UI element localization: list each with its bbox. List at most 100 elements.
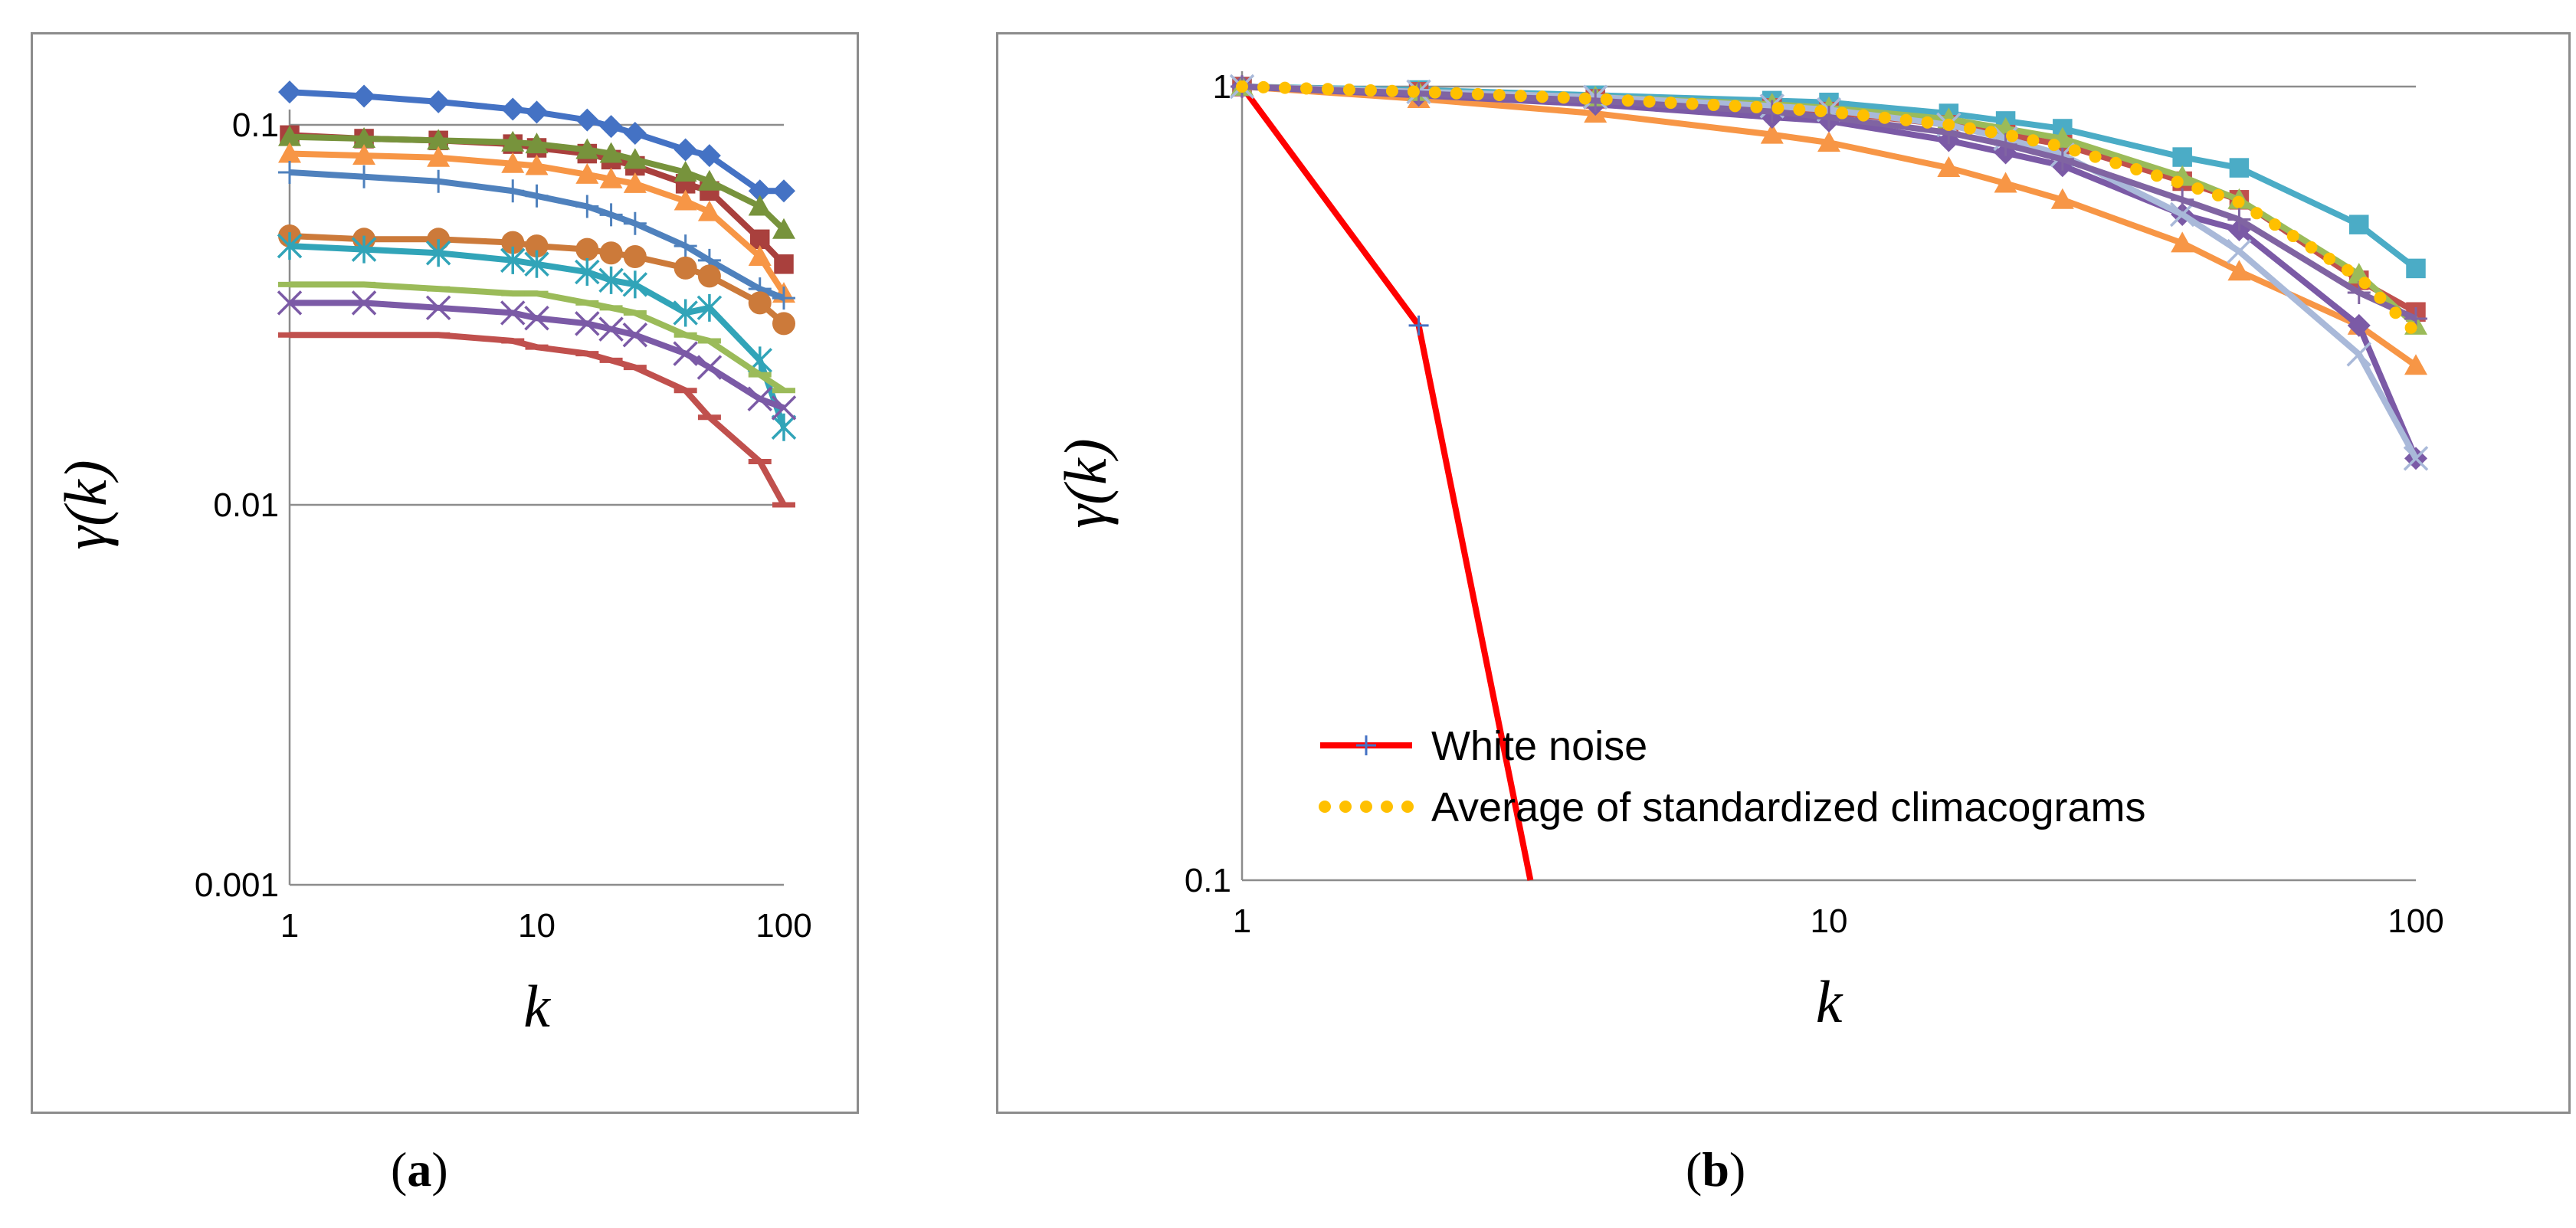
legend-dot-average — [1319, 801, 1331, 813]
data-point-s6 — [623, 245, 647, 269]
data-point-s3 — [599, 142, 623, 163]
data-point-s7 — [1994, 133, 2017, 156]
data-point-s1 — [772, 179, 795, 203]
caption-a: (a) — [391, 1141, 448, 1198]
data-point-s9 — [747, 386, 772, 411]
data-point-s7 — [425, 239, 451, 267]
data-point-s1 — [2349, 214, 2369, 234]
data-point-s4 — [501, 152, 525, 173]
data-point-s5 — [772, 287, 795, 310]
data-point-s9 — [598, 316, 624, 342]
gridlines — [290, 123, 784, 506]
x-tick-label-100: 100 — [2388, 902, 2443, 940]
y-tick-label-0.01: 0.01 — [213, 486, 279, 524]
series-s6 — [278, 224, 795, 336]
data-point-s5 — [575, 195, 599, 218]
caption-a-letter: a — [407, 1142, 432, 1197]
data-point-s3 — [352, 126, 376, 148]
series-s10 — [278, 332, 795, 508]
data-point-s6 — [2169, 201, 2195, 228]
legend-dot-average — [1360, 801, 1372, 813]
data-point-s1 — [673, 138, 697, 162]
series-white-noise — [1239, 84, 1534, 881]
series-s8 — [278, 281, 795, 394]
x-tick-label-10: 10 — [1811, 902, 1848, 940]
data-point-s3 — [623, 148, 647, 169]
caption-b-letter: b — [1702, 1142, 1729, 1197]
series-average — [1236, 80, 2422, 339]
data-point-s1 — [2406, 258, 2426, 279]
data-point-s6 — [525, 234, 549, 258]
data-point-s9 — [351, 290, 377, 316]
caption-a-open: ( — [391, 1142, 408, 1197]
x-tick-label-1: 1 — [1233, 902, 1251, 940]
data-point-s3 — [1817, 131, 1840, 152]
data-point-s5 — [599, 203, 623, 227]
data-point-s4 — [697, 200, 721, 221]
y-tick-label-0.1: 0.1 — [232, 106, 279, 144]
data-point-s5 — [278, 160, 301, 184]
series-line-s9 — [290, 300, 785, 411]
data-point-s6 — [748, 291, 772, 315]
data-point-s1 — [2172, 147, 2192, 167]
data-point-s6 — [2346, 342, 2372, 367]
data-point-s6 — [697, 264, 721, 288]
data-point-s3 — [697, 169, 721, 191]
data-point-s1 — [278, 80, 301, 104]
data-point-s4 — [599, 167, 623, 188]
data-point-s3 — [1760, 123, 1784, 144]
caption-b-close: ) — [1729, 1142, 1746, 1197]
data-point-s4 — [623, 172, 647, 193]
data-point-s3 — [525, 133, 549, 154]
series-s5 — [278, 160, 795, 310]
data-point-s7 — [1817, 105, 1840, 129]
data-point-s3 — [278, 125, 301, 146]
series-line-average — [1236, 80, 2422, 339]
data-point-s1 — [501, 97, 525, 121]
data-point-s7 — [500, 246, 526, 274]
legend: White noise Average of standardized clima… — [1319, 723, 2145, 830]
x-tick-label-1: 1 — [280, 907, 299, 945]
data-point-s3 — [2171, 231, 2194, 253]
data-point-s7 — [575, 258, 600, 287]
data-point-s3 — [772, 218, 795, 239]
data-point-s9 — [425, 295, 451, 321]
data-point-s9 — [673, 341, 698, 366]
data-point-s7 — [673, 299, 698, 327]
data-point-s7 — [598, 266, 624, 294]
series-s7 — [277, 232, 797, 441]
data-point-s1 — [599, 115, 623, 139]
data-point-s4 — [352, 144, 376, 165]
data-point-s4 — [2347, 313, 2371, 337]
y-tick-label-0.1: 0.1 — [1185, 862, 1231, 899]
y-axis-label: γ(k) — [52, 460, 119, 549]
series-s9 — [277, 290, 797, 421]
data-point-s6 — [2227, 238, 2252, 264]
data-point-s9 — [696, 355, 723, 380]
data-point-s4 — [748, 245, 772, 267]
y-tick-label-1: 1 — [1213, 68, 1231, 106]
data-point-s7 — [524, 250, 549, 278]
data-point-s6 — [575, 237, 599, 261]
y-axis-label: γ(k) — [1052, 438, 1119, 528]
data-point-s3 — [427, 129, 451, 150]
data-point-s6 — [772, 312, 795, 336]
legend-dot-average — [1381, 801, 1393, 813]
x-axis-label: k — [1816, 968, 1844, 1035]
panel-b: 0.1 1 1 10 100 k γ(k) White noise Average of sta… — [996, 32, 2571, 1114]
data-point-s5 — [427, 169, 451, 193]
data-point-s9 — [277, 290, 303, 316]
data-point-s5 — [673, 234, 697, 258]
data-point-s5 — [501, 179, 525, 203]
x-axis-label: k — [523, 973, 551, 1040]
chart-a: 0.001 0.01 0.1 1 10 100 k γ(k) — [52, 80, 812, 1040]
legend-label-0: White noise — [1431, 723, 1647, 769]
legend-dot-average — [1339, 801, 1352, 813]
data-point-s5 — [623, 211, 647, 235]
x-tick-label-100: 100 — [755, 907, 811, 945]
data-point-s1 — [352, 84, 376, 108]
data-point-s4 — [278, 142, 301, 163]
data-point-s7 — [696, 293, 723, 322]
white-noise-point — [1408, 315, 1429, 336]
data-point-s3 — [1994, 172, 2017, 193]
